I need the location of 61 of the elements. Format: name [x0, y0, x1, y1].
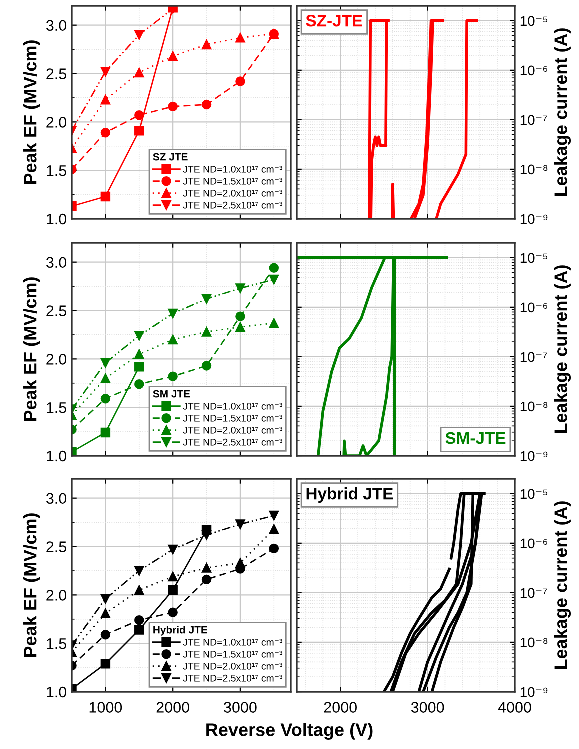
x-axis-title: Reverse Voltage (V) — [206, 723, 373, 740]
x-tick-label: 3000 — [224, 702, 257, 713]
y-axis-title: Peak EF (MV/cm) — [24, 278, 40, 422]
x-tick-label: 1000 — [90, 702, 122, 713]
legend-title: SZ JTE — [153, 153, 188, 161]
x-tick-label: 3000 — [411, 702, 444, 713]
y-tick-label: 1.5 — [47, 166, 66, 176]
y-axis-title: Peak EF (MV/cm) — [24, 40, 40, 184]
y-tick-label: 10⁻⁶ — [520, 66, 548, 76]
legend-label: JTE ND=1.5x10¹⁷ cm⁻³ — [183, 178, 283, 185]
y-axis-title: Leakage current (A) — [554, 28, 572, 196]
legend-label: JTE ND=2.5x10¹⁷ cm⁻³ — [183, 674, 283, 682]
y-tick-label: 1.0 — [47, 214, 67, 225]
y-tick-label: 10⁻⁸ — [520, 402, 548, 412]
y-tick-label: 10⁻⁷ — [520, 352, 548, 362]
y-axis-title: Peak EF (MV/cm) — [24, 514, 40, 658]
legend-title: Hybrid JTE — [154, 626, 208, 636]
y-tick-label: 1.5 — [47, 402, 66, 414]
legend-label: JTE ND=2.0x10¹⁷ cm⁻³ — [183, 190, 283, 197]
y-axis-title: Leakage current (A) — [554, 502, 572, 670]
legend-label: JTE ND=1.0x10¹⁷ cm⁻³ — [183, 166, 283, 173]
y-tick-label: 10⁻⁹ — [520, 214, 548, 224]
x-tick-label: 2000 — [324, 702, 357, 713]
y-tick-label: 10⁻⁵ — [520, 16, 548, 26]
annotation: SM-JTE — [446, 432, 506, 444]
legend-label: JTE ND=1.0x10¹⁷ cm⁻³ — [183, 638, 283, 646]
y-tick-label: 10⁻⁸ — [520, 164, 548, 175]
y-tick-label: 2.5 — [46, 306, 66, 316]
legend-label: JTE ND=1.5x10¹⁷ cm⁻³ — [183, 414, 283, 422]
legend-label: JTE ND=1.5x10¹⁷ cm⁻³ — [183, 650, 283, 658]
y-tick-label: 10⁻⁹ — [520, 451, 548, 462]
y-tick-label: 10⁻⁹ — [520, 687, 548, 698]
y-tick-label: 10⁻⁵ — [520, 253, 548, 264]
y-tick-label: 10⁻⁸ — [520, 638, 548, 648]
y-tick-label: 10⁻⁵ — [520, 489, 548, 500]
y-tick-label: 10⁻⁶ — [520, 302, 548, 313]
y-tick-label: 1.5 — [47, 638, 66, 650]
y-tick-label: 10⁻⁷ — [520, 588, 548, 598]
y-tick-label: 2.5 — [46, 68, 66, 80]
y-tick-label: 1.0 — [47, 686, 67, 698]
y-tick-label: 2.0 — [46, 590, 67, 601]
legend-label: JTE ND=2.0x10¹⁷ cm⁻³ — [183, 426, 283, 434]
x-tick-label: 4000 — [498, 702, 532, 713]
legend-label: JTE ND=2.0x10¹⁷ cm⁻³ — [183, 662, 283, 670]
y-tick-label: 2.0 — [46, 117, 67, 128]
y-tick-label: 10⁻⁷ — [520, 115, 548, 126]
legend-label: JTE ND=2.5x10¹⁷ cm⁻³ — [183, 438, 283, 446]
legend-title: SM JTE — [153, 390, 190, 398]
x-tick-label: 2000 — [156, 702, 190, 713]
legend-label: JTE ND=1.0x10¹⁷ cm⁻³ — [183, 402, 283, 410]
y-tick-label: 3.0 — [46, 493, 67, 504]
annotation: SZ-JTE — [306, 14, 362, 27]
y-tick-label: 10⁻⁶ — [520, 538, 548, 549]
y-tick-label: 3.0 — [46, 20, 67, 32]
legend-label: JTE ND=2.5x10¹⁷ cm⁻³ — [183, 202, 283, 209]
y-tick-label: 1.0 — [47, 450, 67, 462]
y-tick-label: 2.5 — [46, 542, 66, 552]
y-tick-label: 2.0 — [46, 354, 67, 365]
y-axis-title: Leakage current (A) — [554, 266, 572, 434]
y-tick-label: 3.0 — [46, 257, 67, 268]
annotation: Hybrid JTE — [306, 488, 394, 504]
